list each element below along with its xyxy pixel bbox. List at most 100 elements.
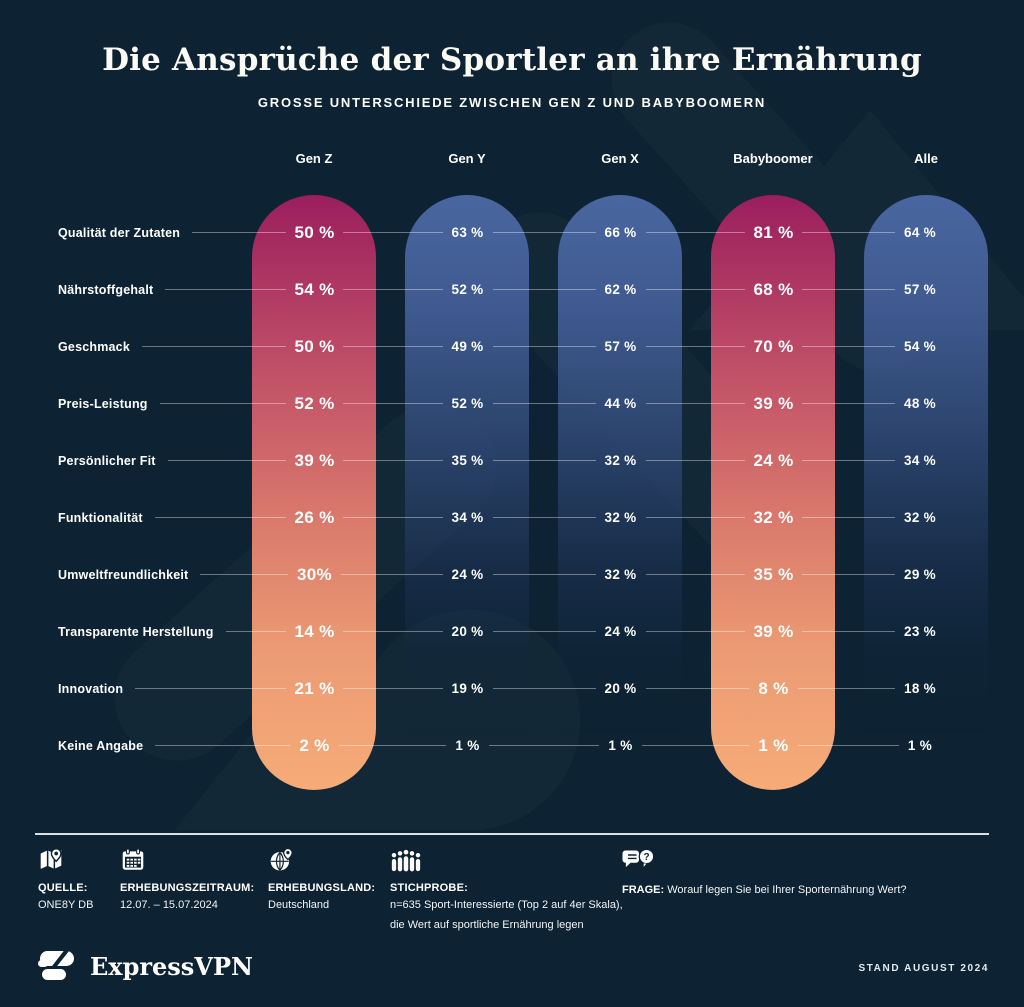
row-guide-line [391,688,443,689]
value-label: 24 % [753,450,794,470]
value-slot-gen-y: 19 % [391,679,545,699]
value-slot-gen-z: 30% [238,565,391,585]
value-label: 44 % [604,396,637,411]
value-slot-gen-x: 32 % [544,508,698,528]
row-guide-line [238,517,286,518]
value-slot-babyboomer: 8 % [697,679,851,699]
footer-value: Deutschland [268,899,330,911]
row-guide-line [697,403,745,404]
row-guide-line [645,232,698,233]
row-guide-line [165,289,238,290]
row-guide-line [391,346,443,347]
category-label: Geschmack [58,339,130,354]
row-guide-line [492,688,545,689]
row-guide-line [802,232,851,233]
chart-row-geschmack: Geschmack 50 % 49 % 57 % 70 % 54 % [58,318,990,375]
row-guide-line [850,289,896,290]
category-label: Funktionalität [58,510,143,525]
row-guide-line [544,289,596,290]
value-slot-babyboomer: 39 % [697,622,851,642]
chart-row-pers-nlicher-fit: Persönlicher Fit 39 % 35 % 32 % 24 % 34 % [58,432,990,489]
row-guide-line [492,631,545,632]
category-label: Preis-Leistung [58,396,148,411]
row-guide-line [850,232,896,233]
row-guide-line [802,631,851,632]
value-slot-gen-y: 24 % [391,565,545,585]
value-label: 68 % [753,279,794,299]
row-guide-line [544,232,596,233]
globe-icon [268,845,386,873]
row-guide-line [697,631,745,632]
value-slot-gen-x: 57 % [544,337,698,357]
value-label: 57 % [904,282,936,297]
row-guide-line [697,346,745,347]
row-guide-line [167,460,238,461]
value-label: 1 % [608,738,633,753]
value-label: 2 % [299,735,330,755]
row-guide-line [850,688,896,689]
category-label: Transparente Herstellung [58,624,214,639]
row-guide-line [343,460,392,461]
row-guide-line [159,403,238,404]
bar-pill-gen-x [558,195,682,767]
row-guide-line [238,631,286,632]
value-label: 32 % [604,567,637,582]
value-label: 29 % [904,567,936,582]
value-label: 18 % [904,681,936,696]
row-guide-line [238,745,291,746]
row-guide-line [238,289,286,290]
value-slot-gen-z: 21 % [238,678,392,699]
row-guide-line [343,346,392,347]
footer-question: FRAGE: Worauf legen Sie bei Ihrer Sporte… [622,884,907,896]
row-guide-line [641,745,698,746]
row-guide-line [697,574,745,575]
value-slot-alle: 48 % [850,394,990,414]
row-guide-line [338,745,392,746]
category-label: Qualität der Zutaten [58,225,181,240]
value-slot-gen-z: 39 % [238,451,392,471]
value-slot-gen-x: 20 % [544,679,698,699]
value-label: 32 % [904,510,936,525]
row-guide-line [391,517,443,518]
row-guide-line [343,688,392,689]
brand-name: ExpressVPN [90,951,253,981]
chart-row-preis-leistung: Preis-Leistung 52 % 52 % 44 % 39 % 48 % [58,375,990,432]
row-guide-line [544,631,596,632]
value-slot-babyboomer: 35 % [697,565,851,585]
bar-pill-gen-z [252,195,376,790]
footer-value: die Wert auf sportliche Ernährung legen [390,918,584,931]
value-slot-gen-x: 1 % [544,736,698,756]
row-guide-line [802,517,851,518]
value-slot-gen-y: 52 % [391,394,545,414]
value-label: 57 % [604,339,637,354]
row-guide-line [391,745,447,746]
row-values: 54 % 52 % 62 % 68 % 57 % [238,280,990,300]
value-slot-gen-y: 1 % [391,736,545,756]
value-slot-babyboomer: 68 % [697,279,851,300]
value-label: 21 % [294,678,335,698]
category-label: Innovation [58,681,124,696]
row-guide-line [544,688,596,689]
value-slot-gen-x: 66 % [544,223,698,243]
row-guide-line [391,631,443,632]
value-label: 20 % [451,624,484,639]
value-label: 52 % [294,393,335,413]
row-guide-line [697,745,750,746]
value-slot-alle: 18 % [850,679,990,699]
row-guide-line [544,460,596,461]
value-slot-alle: 32 % [850,508,990,528]
value-slot-gen-z: 26 % [238,508,392,528]
value-slot-alle: 57 % [850,280,990,300]
row-guide-line [645,688,698,689]
row-guide-line [155,745,238,746]
value-slot-alle: 23 % [850,622,990,642]
chart-row-funktionalit-t: Funktionalität 26 % 34 % 32 % 32 % 32 % [58,489,990,546]
column-header-gen-z: Gen Z [295,151,333,166]
row-guide-line [850,517,896,518]
row-guide-line [544,346,596,347]
calendar-icon [120,845,262,873]
row-guide-line [238,574,289,575]
footer-value: ONE8Y DB [38,899,94,911]
category-label: Persönlicher Fit [58,453,156,468]
